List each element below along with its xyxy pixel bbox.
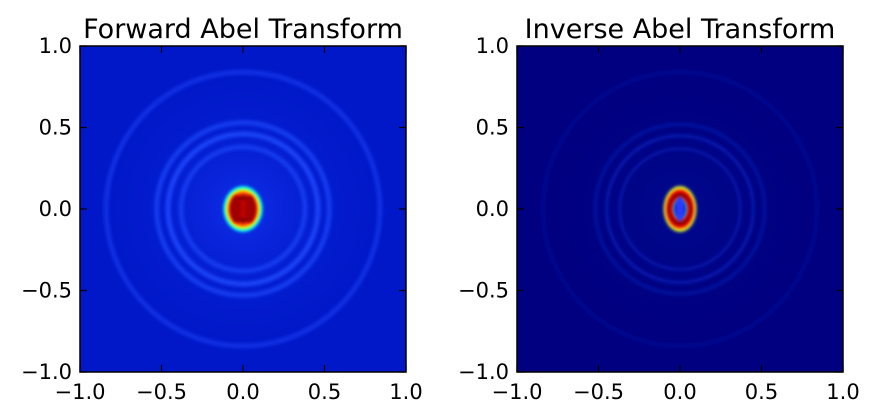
x-tick-label: 1.0 [826,380,859,404]
x-tick-label: 1.0 [389,380,422,404]
heatmap-ring-4 [178,144,308,274]
y-tick-label: −1.0 [21,360,72,384]
x-tick-label: 0.0 [226,380,259,404]
x-tick-label: 0.0 [663,380,696,404]
x-tick-label: 0.5 [745,380,778,404]
heatmap-ring-1 [103,69,383,349]
chart-title-inverse: Inverse Abel Transform [525,14,836,45]
heatmap-ring-3 [165,131,321,287]
y-tick-label: −0.5 [458,279,509,303]
panel-inverse: Inverse Abel Transform −1.0 −0.5 0.0 0.5 1.0… [458,14,860,404]
y-tick-label: 1.0 [39,34,72,58]
chart-title-forward: Forward Abel Transform [83,14,403,45]
y-tick-label: −0.5 [21,279,72,303]
y-tick-label: 0.0 [39,197,72,221]
x-tick-label: −0.5 [573,380,624,404]
ticks-forward: −1.0 −0.5 0.0 0.5 1.0 1.0 0.5 0.0 −0.5 −1.0 [21,34,423,404]
y-tick-label: 0.0 [476,197,509,221]
y-tick-label: 0.5 [476,116,509,140]
y-tick-label: 1.0 [476,34,509,58]
heatmap-ring-1 [541,70,819,348]
heatmap-center-blob [663,186,697,232]
heatmap-image-inverse [517,46,843,372]
heatmap-center-blob [223,186,263,232]
y-tick-label: 0.5 [39,116,72,140]
ticks-inverse: −1.0 −0.5 0.0 0.5 1.0 1.0 0.5 0.0 −0.5 −1.0 [458,34,860,404]
heatmap-ring-2 [593,122,767,296]
panel-forward: Forward Abel Transform −1.0 −0.5 0.0 0.5 1.0… [21,14,423,404]
y-tick-label: −1.0 [458,360,509,384]
x-tick-label: 0.5 [308,380,341,404]
heatmap-ring-4 [618,147,742,271]
x-tick-label: −1.0 [492,380,543,404]
x-tick-label: −0.5 [136,380,187,404]
heatmap-ring-3 [605,134,755,284]
heatmap-image-forward [80,46,406,372]
x-tick-label: −1.0 [55,380,106,404]
heatmap-ring-2 [154,120,332,298]
